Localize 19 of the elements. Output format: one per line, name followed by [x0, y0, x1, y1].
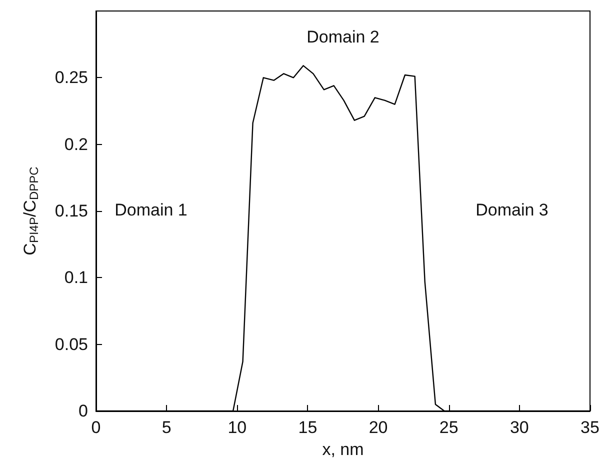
x-axis-title: x, nm	[322, 440, 364, 459]
x-tick-label: 20	[368, 418, 388, 437]
y-tick-label: 0.25	[54, 68, 88, 88]
y-tick-label: 0.05	[54, 334, 88, 354]
y-tick-label: 0	[78, 402, 88, 420]
annotation: Domain 3	[476, 200, 548, 220]
x-tick-label: 25	[439, 418, 458, 437]
x-tick-label: 5	[162, 418, 172, 437]
y-tick-label: 0.1	[64, 268, 88, 288]
x-tick-label: 30	[510, 418, 529, 437]
annotation: Domain 2	[306, 28, 380, 46]
x-tick-label: 0	[91, 418, 101, 437]
annotation: Domain 1	[114, 200, 188, 220]
x-tick-label: 35	[580, 418, 600, 437]
x-tick-label: 15	[298, 418, 318, 437]
y-tick-label: 0.2	[64, 134, 88, 154]
y-tick-label: 0.15	[54, 202, 88, 220]
y-axis-title: CPI4P/CDPPC	[20, 166, 41, 256]
x-tick-label: 10	[228, 418, 247, 437]
